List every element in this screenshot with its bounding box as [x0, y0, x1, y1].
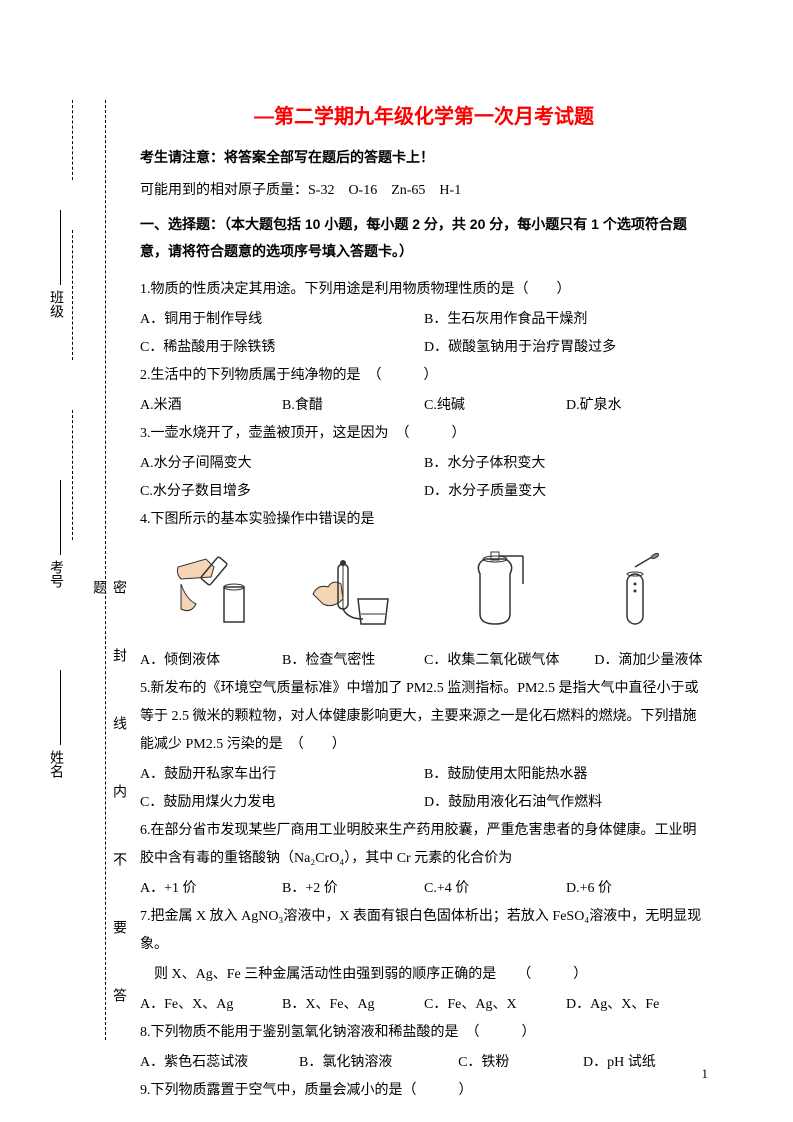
- q2-option-b: B.食醋: [282, 392, 424, 420]
- q6-options: A．+1 价 B．+2 价 C.+4 价 D.+6 价: [140, 875, 708, 903]
- q5-option-b: B．鼓励使用太阳能热水器: [424, 761, 708, 789]
- dash-seg-2: [72, 230, 73, 360]
- q4-images: [140, 544, 708, 639]
- q8-options: A．紫色石蕊试液 B．氯化钠溶液 C．铁粉 D．pH 试纸: [140, 1049, 708, 1077]
- q4-image-b: [303, 547, 403, 637]
- dash-seg-3: [72, 410, 73, 540]
- q3-option-a: A.水分子间隔变大: [140, 450, 424, 478]
- exam-underline: [60, 480, 61, 555]
- q4-option-a: A．倾倒液体: [140, 647, 282, 675]
- q5-option-d: D．鼓励用液化石油气作燃料: [424, 789, 708, 817]
- q2-options: A.米酒 B.食醋 C.纯碱 D.矿泉水: [140, 392, 708, 420]
- q1-options-row2: C．稀盐酸用于除铁锈 D．碳酸氢钠用于治疗胃酸过多: [140, 334, 708, 362]
- q7-option-b: B．X、Fe、Ag: [282, 991, 424, 1019]
- q5-options-row1: A．鼓励开私家车出行 B．鼓励使用太阳能热水器: [140, 761, 708, 789]
- class-field-label: 班级: [45, 290, 65, 318]
- atomic-mass-info: 可能用到的相对原子质量：S-32 O-16 Zn-65 H-1: [140, 179, 708, 199]
- q4-option-b: B．检查气密性: [282, 647, 424, 675]
- q5-stem: 5.新发布的《环境空气质量标准》中增加了 PM2.5 监测指标。PM2.5 是指…: [140, 675, 708, 759]
- q4-option-c: C．收集二氧化碳气体: [424, 647, 594, 675]
- q4-image-a: [161, 547, 261, 637]
- q7-stem1: 7.把金属 X 放入 AgNO₃溶液中，X 表面有银白色固体析出；若放入 FeS…: [140, 903, 708, 959]
- q2-option-d: D.矿泉水: [566, 392, 708, 420]
- q3-option-b: B．水分子体积变大: [424, 450, 708, 478]
- sidebar-binding-area: 班级 考号 姓名 密 封 线 内 不 要 答 题: [60, 100, 120, 1040]
- q7-option-d: D．Ag、X、Fe: [566, 991, 708, 1019]
- class-underline: [60, 210, 61, 285]
- q1-option-a: A．铜用于制作导线: [140, 306, 424, 334]
- seal-line-text: 密 封 线 内 不 要 答 题: [88, 580, 128, 1040]
- q4-image-c: [445, 547, 545, 637]
- q4-stem: 4.下图所示的基本实验操作中错误的是: [140, 506, 708, 534]
- exam-title: —第二学期九年级化学第一次月考试题: [140, 100, 708, 129]
- q6-option-b: B．+2 价: [282, 875, 424, 903]
- q1-options-row1: A．铜用于制作导线 B．生石灰用作食品干燥剂: [140, 306, 708, 334]
- q8-option-b: B．氯化钠溶液: [299, 1049, 458, 1077]
- q7-options: A．Fe、X、Ag B．X、Fe、Ag C．Fe、Ag、X D．Ag、X、Fe: [140, 991, 708, 1019]
- q5-options-row2: C．鼓励用煤火力发电 D．鼓励用液化石油气作燃料: [140, 789, 708, 817]
- q6-option-d: D.+6 价: [566, 875, 708, 903]
- q2-option-c: C.纯碱: [424, 392, 566, 420]
- q3-option-c: C.水分子数目增多: [140, 478, 424, 506]
- q1-stem: 1.物质的性质决定其用途。下列用途是利用物质物理性质的是（ ）: [140, 276, 708, 304]
- section-1-title: 一、选择题：（本大题包括 10 小题，每小题 2 分，共 20 分，每小题只有 …: [140, 211, 708, 264]
- q8-option-a: A．紫色石蕊试液: [140, 1049, 299, 1077]
- page-number: 1: [702, 1066, 709, 1082]
- exam-notice: 考生请注意：将答案全部写在题后的答题卡上！: [140, 147, 708, 167]
- q5-option-a: A．鼓励开私家车出行: [140, 761, 424, 789]
- q7-option-c: C．Fe、Ag、X: [424, 991, 566, 1019]
- q6-option-a: A．+1 价: [140, 875, 282, 903]
- name-underline: [60, 670, 61, 745]
- dash-seg-1: [72, 100, 73, 180]
- q8-stem: 8.下列物质不能用于鉴别氢氧化钠溶液和稀盐酸的是 （ ）: [140, 1019, 708, 1047]
- q7-stem2: 则 X、Ag、Fe 三种金属活动性由强到弱的顺序正确的是 （ ）: [140, 961, 708, 989]
- q9-stem: 9.下列物质露置于空气中，质量会减小的是（ ）: [140, 1077, 708, 1105]
- q2-stem: 2.生活中的下列物质属于纯净物的是 （ ）: [140, 362, 708, 390]
- q5-option-c: C．鼓励用煤火力发电: [140, 789, 424, 817]
- q3-options-row2: C.水分子数目增多 D．水分子质量变大: [140, 478, 708, 506]
- q6-stem: 6.在部分省市发现某些厂商用工业明胶来生产药用胶囊，严重危害患者的身体健康。工业…: [140, 817, 708, 873]
- q8-option-c: C．铁粉: [458, 1049, 583, 1077]
- q4-options: A．倾倒液体 B．检查气密性 C．收集二氧化碳气体 D．滴加少量液体: [140, 647, 708, 675]
- q6-option-c: C.+4 价: [424, 875, 566, 903]
- q3-stem: 3.一壶水烧开了，壶盖被顶开，这是因为 （ ）: [140, 420, 708, 448]
- q4-image-d: [587, 547, 687, 637]
- exam-field-label: 考号: [45, 560, 65, 588]
- q4-option-d: D．滴加少量液体: [594, 647, 708, 675]
- q7-option-a: A．Fe、X、Ag: [140, 991, 282, 1019]
- q1-option-d: D．碳酸氢钠用于治疗胃酸过多: [424, 334, 708, 362]
- q2-option-a: A.米酒: [140, 392, 282, 420]
- q3-option-d: D．水分子质量变大: [424, 478, 708, 506]
- q3-options-row1: A.水分子间隔变大 B．水分子体积变大: [140, 450, 708, 478]
- name-field-label: 姓名: [45, 750, 65, 778]
- q8-option-d: D．pH 试纸: [583, 1049, 708, 1077]
- q1-option-c: C．稀盐酸用于除铁锈: [140, 334, 424, 362]
- q1-option-b: B．生石灰用作食品干燥剂: [424, 306, 708, 334]
